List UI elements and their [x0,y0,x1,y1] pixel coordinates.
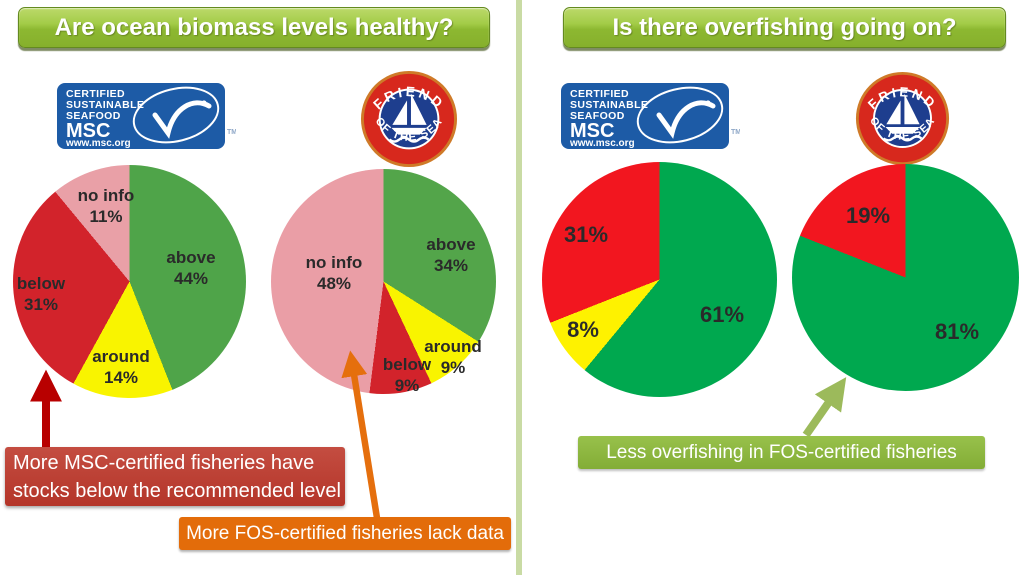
msc-trademark: TM [227,129,236,136]
slice-name: above [166,248,216,267]
pie-slice-label: 19% [833,203,903,230]
msc-trademark: TM [731,129,740,136]
slice-name: around [424,337,482,356]
msc-logo-graphic: CERTIFIED SUSTAINABLE SEAFOOD MSC www.ms… [57,83,237,149]
slice-percent: 44% [173,268,209,288]
slice-percent: 11% [89,206,123,226]
msc-text-certified: CERTIFIED [66,88,125,100]
pie-slice-label: above 34% [406,235,496,276]
msc-text-url: www.msc.org [569,138,635,149]
pie-slice-label: 8% [548,317,618,344]
msc-text-url: www.msc.org [65,138,131,149]
friend-of-the-sea-logo: FRIEND OF THE SEA [855,71,950,166]
slice-percent: 14% [103,367,139,387]
fos-logo-graphic: FRIEND OF THE SEA [855,71,950,166]
slice-percent: 48% [316,273,352,293]
pie-msc-overfishing [542,162,777,397]
right-section-title: Is there overfishing going on? [563,7,1006,48]
msc-logo: CERTIFIED SUSTAINABLE SEAFOOD MSC www.ms… [56,82,237,150]
slice-percent: 19% [845,203,891,228]
slice-percent: 61% [699,302,745,327]
msc-logo: CERTIFIED SUSTAINABLE SEAFOOD MSC www.ms… [560,82,741,150]
pie-slice-label: around 9% [409,337,497,378]
pie-msc-biomass [13,165,246,398]
pie-slice-label: 81% [922,319,992,346]
slice-percent: 9% [440,357,466,377]
msc-fish-checkmark-icon [132,86,220,144]
msc-text-acronym: MSC [66,120,110,142]
slice-percent: 31% [23,294,59,314]
pie-slice-label: below 9% [370,355,444,396]
msc-text-sustainable: SUSTAINABLE [66,99,144,111]
section-divider [516,0,522,575]
msc-logo-graphic: CERTIFIED SUSTAINABLE SEAFOOD MSC www.ms… [561,83,741,149]
pie-slice-label: no info 11% [58,186,154,227]
pie-slice-label: 31% [551,222,621,249]
pie-slice-label: no info 48% [288,253,380,294]
left-section-title: Are ocean biomass levels healthy? [18,7,490,48]
msc-text-certified: CERTIFIED [570,88,629,100]
msc-text-sustainable: SUSTAINABLE [570,99,648,111]
pie-slice-label: below 31% [5,274,77,315]
msc-text-seafood: SEAFOOD [570,110,625,122]
callout-text: Less overfishing in FOS-certified fisher… [606,441,957,463]
msc-text-acronym: MSC [570,120,614,142]
slice-name: below [16,274,66,293]
slice-name: no info [305,253,363,272]
pie-slice-label: 61% [687,302,757,329]
callout-msc-below: More MSC-certified fisheries have stocks… [5,447,345,506]
callout-fos-less-overfishing: Less overfishing in FOS-certified fisher… [578,436,985,469]
msc-text-seafood: SEAFOOD [66,110,121,122]
slice-percent: 31% [563,222,609,247]
slice-percent: 81% [934,319,980,344]
slice-name: above [426,235,476,254]
sailboat-icon [882,93,923,142]
pie-fos-overfishing [792,164,1019,391]
friend-of-the-sea-logo: FRIEND OF THE SEA [360,70,458,168]
slice-name: around [92,347,150,366]
fos-logo-graphic: FRIEND OF THE SEA [360,70,458,168]
slice-percent: 9% [394,375,420,395]
green-arrow [802,377,847,438]
slice-percent: 8% [567,317,599,342]
callout-text: More FOS-certified fisheries lack data [186,522,504,544]
msc-fish-checkmark-icon [636,86,724,144]
pie-slice-label: around 14% [76,347,166,388]
slice-percent: 34% [433,255,469,275]
slice-name: below [382,355,432,374]
slice-name: no info [77,186,135,205]
pie-fos-biomass [271,169,496,394]
callout-text-line1: More MSC-certified fisheries have [13,452,315,474]
pie-slice-label: above 44% [146,248,236,289]
callout-text-line2: stocks below the recommended level [13,480,341,502]
callout-fos-lack-data: More FOS-certified fisheries lack data [179,517,511,550]
